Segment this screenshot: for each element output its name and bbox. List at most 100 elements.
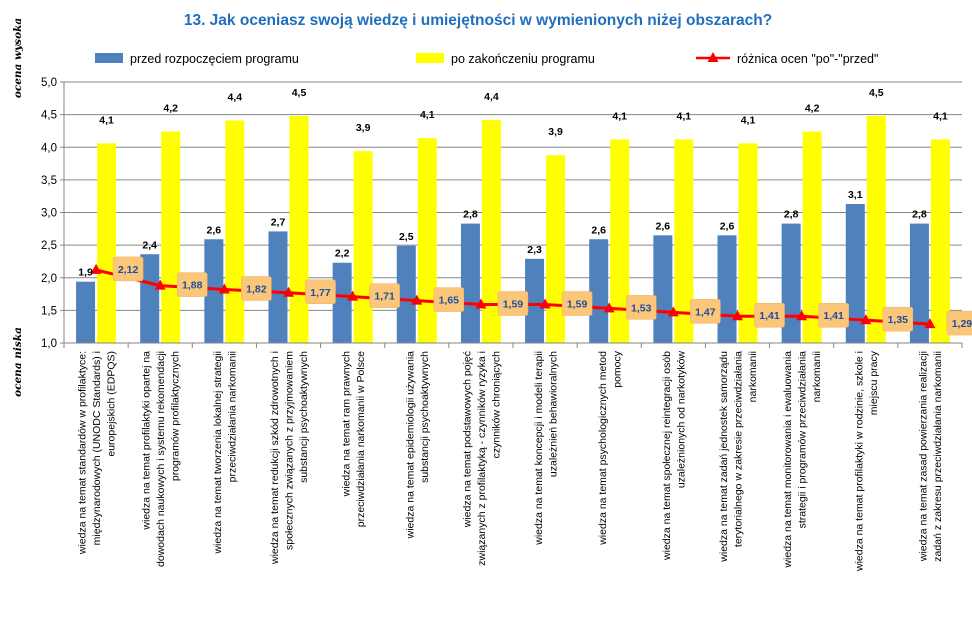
difference-value-label: 1,77 xyxy=(310,287,331,299)
bar-before xyxy=(781,223,801,343)
bar-before xyxy=(589,239,609,343)
bar-before xyxy=(845,204,865,343)
difference-value-label: 1,41 xyxy=(759,310,780,322)
difference-label-box xyxy=(818,302,849,328)
bars xyxy=(76,115,950,344)
difference-marker xyxy=(154,279,166,290)
bar-before xyxy=(909,223,929,343)
legend-swatch-before xyxy=(95,53,123,63)
bar-before-value-label: 2,6 xyxy=(656,220,671,232)
difference-marker xyxy=(218,283,230,294)
bar-before-value-label: 2,6 xyxy=(207,224,222,236)
bar-after-value-label: 4,1 xyxy=(420,109,435,121)
legend-label-diff: różnica ocen "po"-"przed" xyxy=(737,52,878,66)
difference-value-label: 1,59 xyxy=(503,299,524,311)
bar-value-labels: 1,9 4,1 2,4 4,2 2,6 4,4 2,7 4,5 2,2 3,9 2,5 4,1 2,8 4… xyxy=(78,87,948,279)
difference-marker xyxy=(411,294,423,305)
difference-label-box xyxy=(176,272,208,297)
bar-after-value-label: 4,1 xyxy=(677,110,692,122)
y-tick-label: 3,5 xyxy=(41,175,57,187)
bar-before xyxy=(653,235,673,343)
bar-before-value-label: 2,7 xyxy=(271,216,286,228)
category-label-line: przeciwdziałania narkomanii xyxy=(227,351,239,482)
y-tick-label: 2,0 xyxy=(41,273,57,285)
category-label-line: zadań z zakresu przeciwdziałania narkoma… xyxy=(932,351,944,562)
difference-label-box xyxy=(305,279,336,305)
category-label-line: terytorialnego w zakresie przeciwdziałan… xyxy=(733,351,745,547)
category-label-line: społecznych związanych z przyjmowaniem xyxy=(284,351,296,550)
difference-label-box xyxy=(625,295,657,320)
category-label-line: uzależnień behawioralnych xyxy=(547,351,559,477)
bar-before-value-label: 2,6 xyxy=(720,220,735,232)
difference-value-label: 1,65 xyxy=(439,295,460,307)
difference-marker xyxy=(732,310,743,321)
category-label-line: dowodach naukowych i systemu rekomendacj… xyxy=(155,351,167,567)
category-label-line: wiedza na temat profilaktyki w rodzinie,… xyxy=(854,351,866,572)
y-tick-label: 2,5 xyxy=(41,240,57,252)
bar-before-value-label: 2,2 xyxy=(335,248,350,260)
y-axis-ticks: 1,0 1,5 2,0 2,5 3,0 3,5 4,0 4,5 5,0 xyxy=(41,77,64,350)
bar-after-value-label: 4,4 xyxy=(228,91,243,103)
difference-value-label: 1,41 xyxy=(823,310,844,322)
legend-swatch-after xyxy=(416,53,444,63)
bar-before xyxy=(396,245,416,343)
bar-after xyxy=(481,119,501,343)
bar-before-value-label: 2,4 xyxy=(142,239,157,251)
difference-label-box xyxy=(561,291,593,316)
category-label-line: uzależnionych od narkotyków xyxy=(676,351,688,489)
y-tick-label: 3,0 xyxy=(41,208,57,220)
category-label-line: substancji psychoaktywnych xyxy=(419,351,431,483)
y-tick-label: 4,0 xyxy=(41,142,57,154)
y-tick-label: 1,0 xyxy=(41,338,57,350)
bar-after xyxy=(417,138,437,343)
bar-before xyxy=(332,262,352,343)
difference-marker xyxy=(539,298,551,309)
bar-before xyxy=(76,281,96,343)
bar-after-value-label: 4,2 xyxy=(805,103,820,115)
bar-after-value-label: 3,9 xyxy=(548,126,563,138)
category-label-line: narkomanii xyxy=(811,351,823,402)
category-label-line: wiedza na temat tworzenia lokalnej strat… xyxy=(212,351,224,555)
category-label-line: związanych z profilaktyką - czynników ry… xyxy=(476,351,488,566)
difference-marker xyxy=(475,298,487,309)
legend-label-after: po zakończeniu programu xyxy=(451,52,595,66)
bar-after-value-label: 4,4 xyxy=(484,91,499,103)
bar-after xyxy=(610,139,630,343)
category-label-line: wiedza na temat redukcji szkód zdrowotny… xyxy=(269,351,281,565)
category-label-line: wiedza na temat standardów w profilaktyc… xyxy=(77,351,89,555)
difference-value-label: 1,71 xyxy=(374,291,395,303)
difference-value-label: 1,35 xyxy=(888,314,909,326)
category-label-line: miejscu pracy xyxy=(868,350,880,415)
difference-value-labels: 2,12 1,88 1,82 1,77 1,71 1,65 1,59 1,59 1,53 1,47… xyxy=(112,256,972,336)
bar-after xyxy=(674,139,694,343)
category-label-line: wiedza na temat monitorowania i ewaluowa… xyxy=(782,351,794,569)
bar-before-value-label: 3,1 xyxy=(848,189,863,201)
bar-before xyxy=(525,258,545,343)
difference-marker xyxy=(924,318,936,329)
difference-marker xyxy=(603,302,615,313)
bar-after-value-label: 4,5 xyxy=(869,87,884,99)
difference-marker xyxy=(667,306,679,317)
difference-label-box xyxy=(882,306,914,332)
category-label-line: wiedza na temat epidemiologii używania xyxy=(405,351,417,540)
category-label-line: wiedza na temat zadań jednostek samorząd… xyxy=(718,351,730,563)
difference-marker xyxy=(90,263,102,274)
bar-after xyxy=(225,120,245,343)
bar-before xyxy=(460,223,480,343)
y-tick-label: 1,5 xyxy=(41,305,57,317)
difference-marker xyxy=(860,314,872,325)
bar-after xyxy=(930,139,950,343)
bar-after xyxy=(289,115,309,344)
legend-marker-diff xyxy=(707,52,719,62)
chart-title: 13. Jak oceniasz swoją wiedzę i umiejętn… xyxy=(184,12,772,29)
bar-before xyxy=(268,231,288,343)
bar-after xyxy=(866,115,886,344)
bar-before-value-label: 2,5 xyxy=(399,231,414,243)
difference-label-box xyxy=(754,302,785,328)
legend-label-before: przed rozpoczęciem programu xyxy=(130,52,299,66)
bar-before-value-label: 1,9 xyxy=(78,267,93,279)
category-label-line: pomocy xyxy=(611,350,623,388)
bar-after xyxy=(738,143,758,343)
bar-after-value-label: 3,9 xyxy=(356,122,371,134)
